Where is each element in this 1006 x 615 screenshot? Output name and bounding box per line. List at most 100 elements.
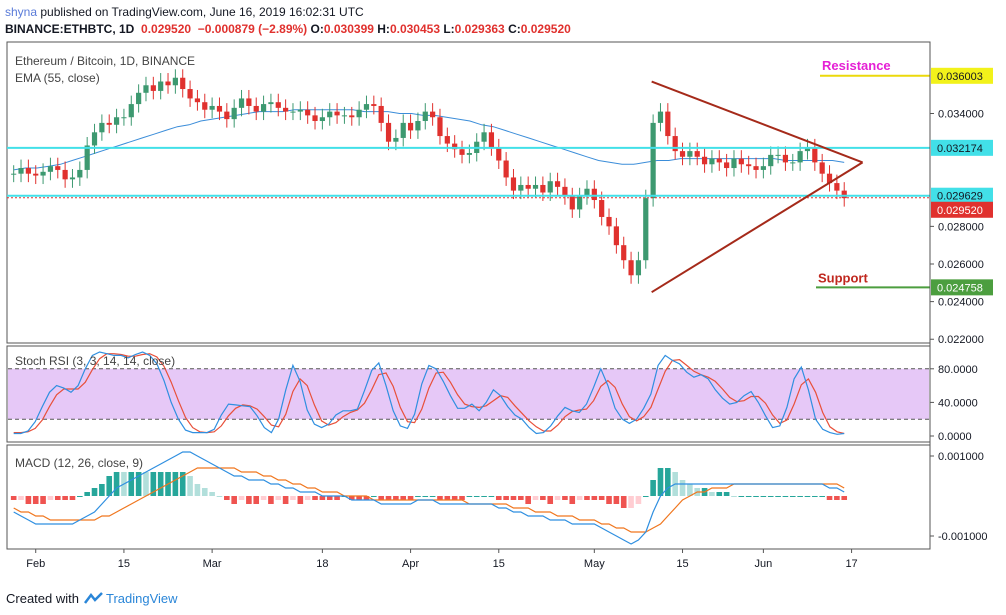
macd-histogram-bar [253, 496, 260, 504]
macd-line [13, 451, 845, 545]
candle-body [701, 156, 708, 165]
macd-histogram-bar [32, 496, 39, 504]
macd-histogram-bar [40, 496, 46, 504]
candle-body [172, 77, 178, 86]
candle-body [834, 183, 840, 191]
candle [562, 178, 568, 205]
candle [650, 114, 656, 207]
macd-histogram-bar [356, 496, 362, 500]
macd-histogram-bar [268, 496, 274, 504]
stoch-pane[interactable]: Stoch RSI (3, 3, 14, 14, close) [6, 345, 931, 443]
stoch-tick-label: 0.0000 [938, 431, 972, 443]
stoch-band-fill [8, 368, 929, 420]
candle-body [804, 147, 811, 152]
price-tick-label: 0.034000 [938, 108, 984, 120]
macd-histogram-bar [716, 492, 723, 496]
price-pane[interactable]: Resistance Support Ethereum / Bitcoin, 1D… [6, 41, 931, 344]
candle-body [143, 85, 149, 93]
candle [327, 103, 333, 126]
macd-histogram-bar [576, 496, 583, 500]
candle-body [606, 216, 612, 227]
level-lines-layer: Resistance Support [7, 58, 930, 289]
macd-histogram-bar [172, 472, 179, 496]
candle-body [812, 147, 818, 163]
candle-body [577, 196, 583, 210]
macd-histogram-bar [415, 496, 421, 497]
candle [584, 180, 590, 205]
stoch-layer [8, 351, 929, 435]
candle [143, 76, 149, 102]
candle-body [312, 115, 318, 122]
candle [246, 89, 252, 115]
candle-body [826, 173, 833, 184]
macd-histogram-bar [826, 496, 833, 500]
candle [113, 108, 120, 134]
macd-histogram-bar [400, 496, 407, 500]
candle-body [371, 104, 377, 106]
candle-body [510, 177, 517, 191]
macd-histogram-bar [54, 496, 61, 500]
candle [496, 138, 502, 169]
candle-body [55, 166, 61, 170]
macd-tick-label: -0.001000 [938, 531, 988, 543]
candle-body [554, 181, 561, 187]
macd-histogram-bar [591, 496, 598, 500]
tradingview-brand[interactable]: TradingView [106, 591, 178, 606]
candle-body [547, 181, 553, 193]
candle-body [775, 154, 781, 156]
macd-histogram-bar [745, 496, 752, 497]
upper-channel-price-tag-bg [931, 139, 993, 156]
time-axis[interactable]: Feb 15 Mar 18 Apr 15 May 15 Jun 17 [7, 548, 930, 570]
candle [422, 103, 428, 130]
candle-body [84, 145, 90, 170]
macd-histogram-bar [348, 496, 355, 500]
candle-body [216, 105, 223, 112]
stoch-tick-label: 80.0000 [938, 364, 978, 376]
macd-histogram-bar [518, 496, 524, 500]
candle [84, 137, 90, 179]
price-tick-label: 0.028000 [938, 221, 984, 233]
candle-body [77, 169, 83, 178]
candle [349, 106, 355, 126]
candle-body [18, 168, 24, 174]
candle [525, 176, 531, 198]
candle [209, 97, 215, 119]
macd-pane[interactable]: MACD (12, 26, close, 9) [6, 444, 931, 550]
high-label: H: [377, 22, 390, 36]
candle [510, 168, 517, 200]
candle-body [599, 200, 605, 217]
candles-layer [11, 69, 847, 284]
macd-histogram-bar [620, 496, 627, 508]
macd-histogram-bar [554, 496, 561, 500]
close-value: 0.029520 [520, 22, 571, 36]
candle-body [209, 105, 215, 110]
macd-histogram-bar [510, 496, 517, 500]
candle [503, 152, 509, 186]
candle [77, 161, 83, 186]
candle-body [268, 102, 274, 105]
candle-body [91, 132, 98, 146]
macd-histogram-bar [209, 492, 215, 496]
candle [554, 172, 561, 196]
candle-body [187, 89, 193, 99]
candle [106, 114, 112, 134]
y-axes[interactable]: 0.034000 0.028000 0.026000 0.024000 0.022000… [930, 67, 993, 543]
time-tick-label: 15 [493, 558, 505, 570]
candle [459, 140, 465, 164]
macd-histogram-bar [179, 472, 186, 496]
author-name[interactable]: shyna [5, 5, 38, 19]
chart-canvas[interactable]: Resistance Support Ethereum / Bitcoin, 1D… [0, 40, 1006, 587]
candle [804, 138, 811, 160]
candle [290, 103, 296, 121]
candle [231, 99, 237, 128]
macd-histogram-bar [628, 496, 634, 508]
candle [69, 168, 76, 188]
candle-body [768, 154, 774, 167]
publish-line: shyna published on TradingView.com, June… [5, 5, 364, 19]
candle [415, 112, 421, 139]
candle-body [385, 122, 392, 142]
candle-body [194, 98, 201, 103]
macd-histogram-bar [642, 496, 649, 497]
candle [532, 176, 539, 198]
candle [775, 146, 781, 164]
